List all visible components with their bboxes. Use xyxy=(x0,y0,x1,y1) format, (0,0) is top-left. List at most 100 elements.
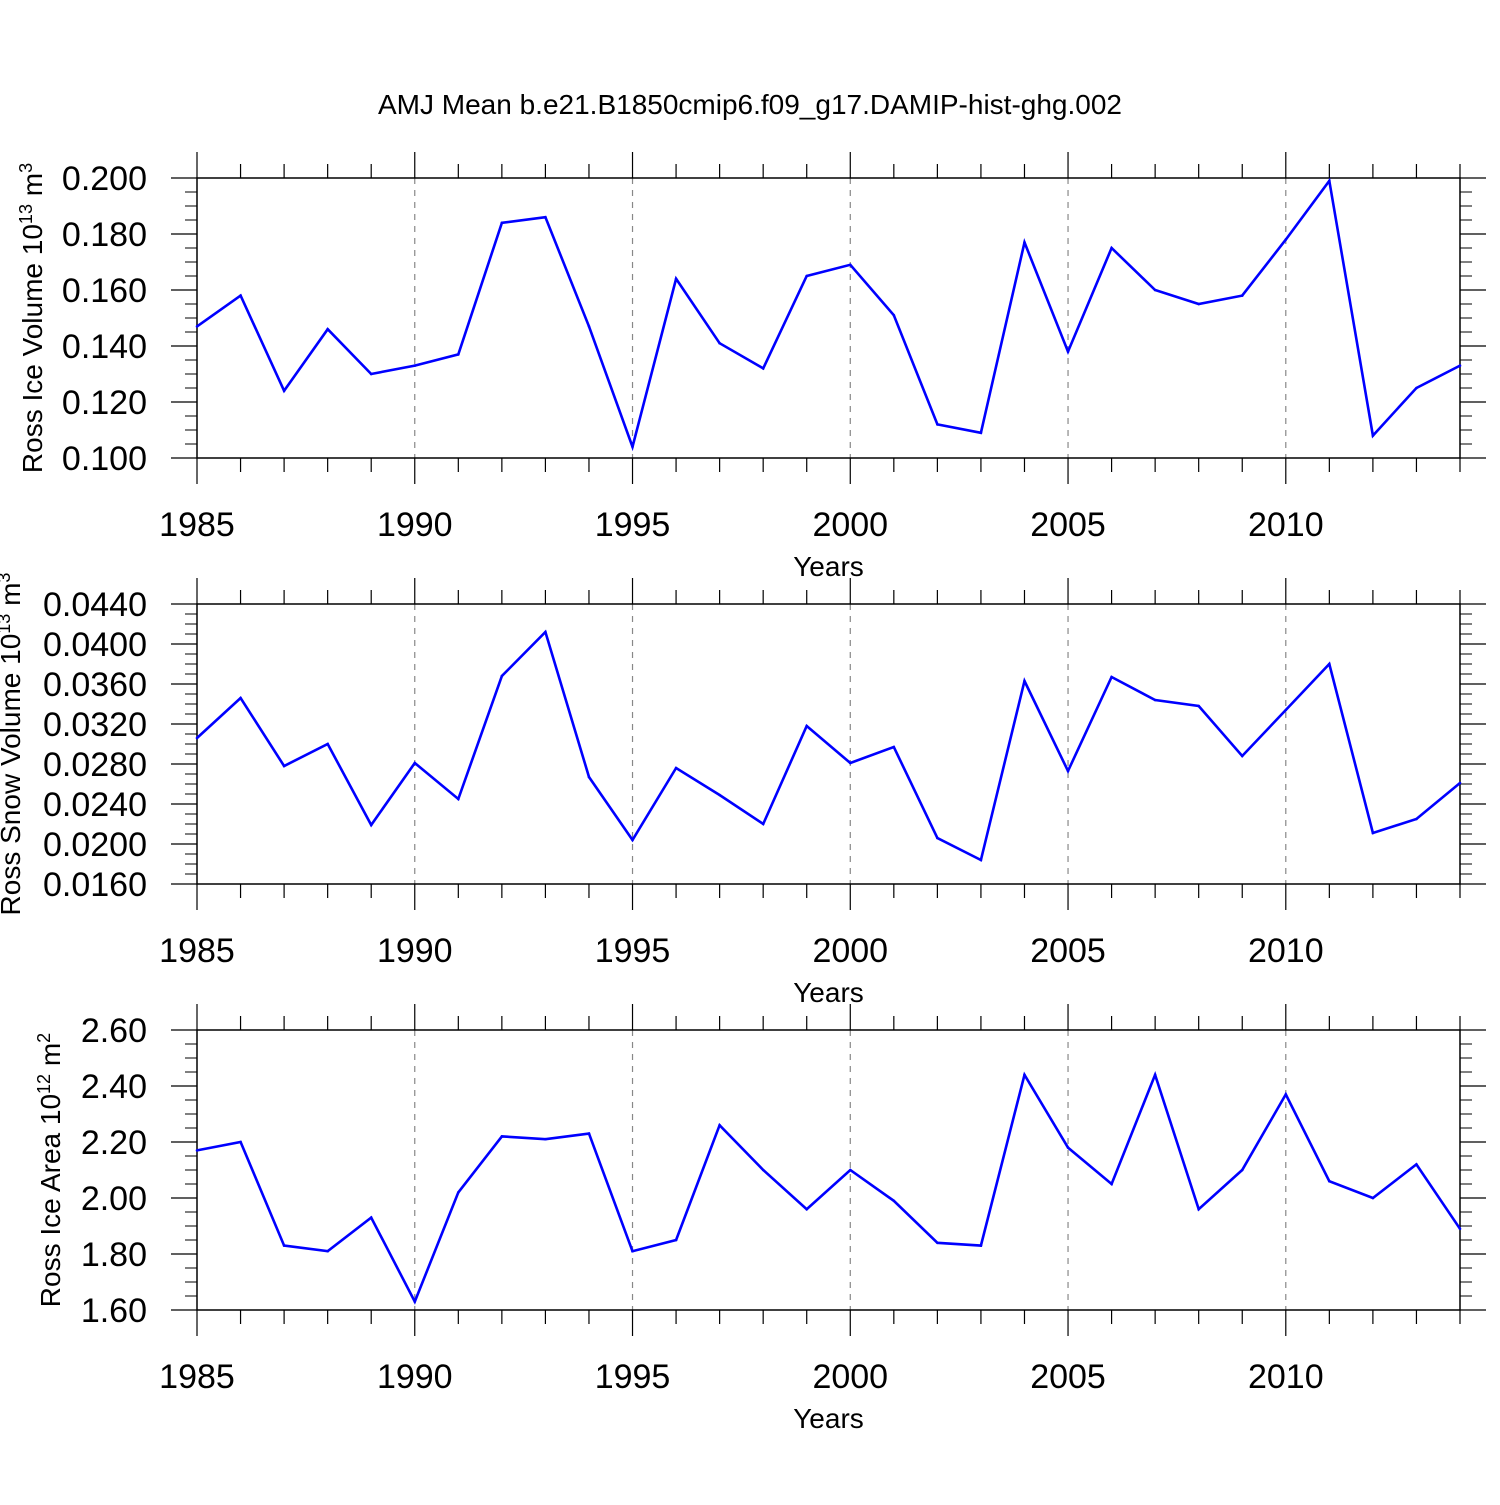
data-point xyxy=(1284,238,1288,241)
data-point xyxy=(1197,704,1200,708)
data-point xyxy=(1458,1227,1462,1231)
plot-frame xyxy=(196,177,1461,459)
series-line xyxy=(196,629,1461,862)
data-point xyxy=(1415,386,1418,390)
data-point xyxy=(1066,769,1070,773)
data-point xyxy=(282,764,286,768)
data-point xyxy=(979,431,983,435)
plot-frame xyxy=(196,1029,1461,1311)
x-tick-label: 1985 xyxy=(159,932,235,970)
y-label-text: Ross Ice Volume 10 xyxy=(17,224,48,473)
data-point xyxy=(1066,350,1070,353)
data-point xyxy=(674,277,678,281)
x-tick-label: 1985 xyxy=(159,1358,235,1396)
y-tick-label: 2.00 xyxy=(81,1180,147,1218)
y-tick-label: 0.0280 xyxy=(43,746,147,784)
data-point xyxy=(457,1191,460,1194)
data-point xyxy=(457,797,460,801)
data-point xyxy=(1284,708,1288,712)
y-tick-label: 0.200 xyxy=(62,160,147,198)
data-point xyxy=(500,221,504,225)
data-point xyxy=(1110,246,1113,250)
y-label-unit: m xyxy=(0,583,26,614)
data-point xyxy=(326,742,329,746)
data-point xyxy=(674,766,678,770)
data-point xyxy=(631,445,634,449)
data-point xyxy=(587,1132,591,1135)
data-point xyxy=(1197,1207,1200,1211)
data-point xyxy=(369,372,373,376)
x-tick-label: 1995 xyxy=(595,506,671,544)
data-point xyxy=(979,1244,983,1247)
data-point xyxy=(239,696,242,700)
y-tick-label: 0.0240 xyxy=(43,786,147,824)
data-point xyxy=(413,761,417,765)
x-tick-label: 2000 xyxy=(812,506,888,544)
data-point xyxy=(718,793,721,797)
data-point xyxy=(1023,679,1026,683)
data-point xyxy=(936,1241,939,1245)
data-point xyxy=(195,325,199,328)
data-point xyxy=(587,775,591,779)
data-point xyxy=(195,1149,199,1152)
panel-3: 1985 1990 1995 2000 2005 2010 Years 1.60 1.80 2.0… xyxy=(34,1004,1486,1434)
y-tick-label: 0.0400 xyxy=(43,626,147,664)
data-point xyxy=(587,325,591,328)
data-point xyxy=(1284,1093,1288,1096)
y-label-unit: m xyxy=(17,173,48,204)
data-point xyxy=(500,674,504,678)
data-point xyxy=(848,761,852,765)
data-point xyxy=(1328,662,1331,666)
data-point xyxy=(1240,294,1244,297)
y-tick-label: 1.80 xyxy=(81,1236,147,1274)
x-tick-label: 1990 xyxy=(377,1358,453,1396)
data-point xyxy=(239,294,242,297)
data-point xyxy=(1458,781,1462,785)
x-tick-label: 1985 xyxy=(159,506,235,544)
y-tick-label: 2.60 xyxy=(81,1012,147,1050)
data-point xyxy=(413,364,417,367)
data-point xyxy=(1328,179,1331,183)
data-point xyxy=(936,836,939,840)
y-tick-label: 0.0200 xyxy=(43,826,147,864)
y-tick-label: 0.0440 xyxy=(43,586,147,624)
data-point xyxy=(805,724,809,728)
data-point xyxy=(413,1300,417,1303)
y-label-exp: 12 xyxy=(34,1074,54,1094)
data-point xyxy=(457,353,460,356)
data-point xyxy=(1153,288,1157,292)
data-point xyxy=(892,313,896,317)
data-point xyxy=(674,1238,678,1242)
y-label-exp2: 3 xyxy=(16,163,36,173)
series-line xyxy=(196,1070,1462,1305)
figure-title: AMJ Mean b.e21.B1850cmip6.f09_g17.DAMIP-… xyxy=(378,89,1122,120)
y-tick-label: 1.60 xyxy=(81,1292,147,1330)
data-point xyxy=(761,822,765,826)
panel-1: 1985 1990 1995 2000 2005 2010 Years 0.100 0.120 0… xyxy=(16,152,1486,582)
y-label-exp: 13 xyxy=(0,614,14,634)
y-label-text: Ross Ice Area 10 xyxy=(35,1094,66,1307)
data-point xyxy=(544,1137,547,1141)
data-point xyxy=(1023,241,1026,244)
data-point xyxy=(1023,1073,1026,1077)
data-point xyxy=(326,327,329,331)
y-label-exp2: 2 xyxy=(34,1033,54,1043)
y-tick-label: 0.160 xyxy=(62,272,147,310)
data-point xyxy=(1110,1182,1113,1186)
data-point xyxy=(1240,1168,1244,1172)
y-tick-label: 0.180 xyxy=(62,216,147,254)
x-tick-label: 2010 xyxy=(1248,1358,1324,1396)
data-point xyxy=(369,823,373,827)
y-label-exp2: 3 xyxy=(0,573,14,583)
x-tick-label: 1990 xyxy=(377,932,453,970)
data-point xyxy=(718,1123,721,1127)
data-point xyxy=(282,389,286,393)
x-tick-label: 2000 xyxy=(812,1358,888,1396)
data-point xyxy=(848,1168,852,1172)
x-tick-label: 2005 xyxy=(1030,506,1106,544)
y-tick-label: 2.20 xyxy=(81,1124,147,1162)
data-point xyxy=(1153,1073,1157,1077)
data-point xyxy=(1197,302,1200,306)
data-point xyxy=(805,1207,809,1211)
